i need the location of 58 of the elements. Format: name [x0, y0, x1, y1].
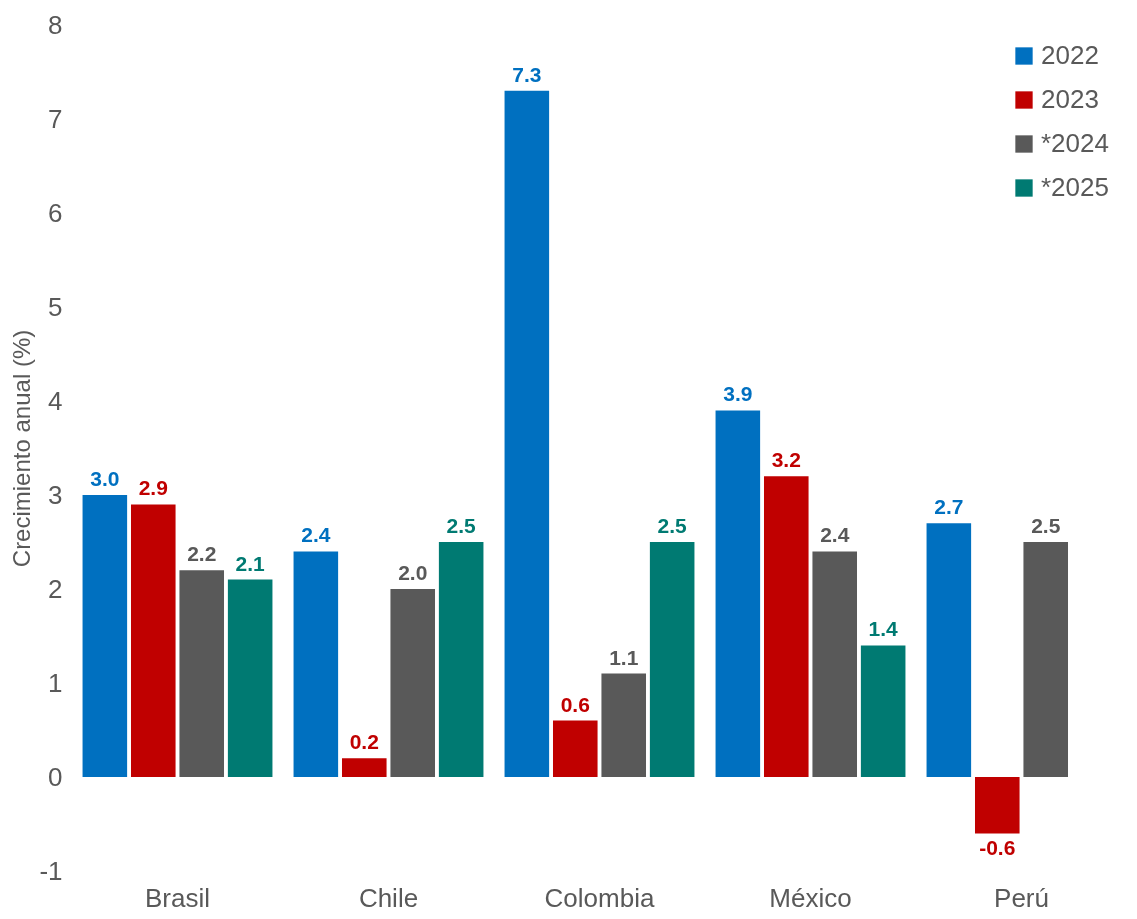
- x-tick-label: Perú: [994, 882, 1049, 913]
- x-tick-label: México: [769, 882, 852, 913]
- y-tick-label: 2: [48, 573, 63, 604]
- data-label: 2.0: [398, 561, 428, 584]
- bar: [227, 579, 273, 777]
- x-tick-label: Brasil: [144, 882, 211, 913]
- y-tick-label: 6: [48, 197, 63, 228]
- data-label: 2.5: [657, 514, 688, 537]
- bar: [715, 410, 761, 777]
- data-label: 2.2: [187, 542, 217, 566]
- bar: [649, 542, 695, 777]
- data-label: -0.6: [979, 836, 1016, 860]
- bar: [552, 720, 598, 777]
- legend-label: *2025: [1041, 172, 1109, 202]
- y-tick-label: 3: [48, 479, 63, 510]
- bar: [926, 523, 972, 777]
- data-label: 3.0: [90, 467, 120, 490]
- legend-label: 2023: [1041, 84, 1099, 114]
- bar: [390, 589, 436, 777]
- data-label: 2.7: [934, 495, 964, 519]
- bar: [601, 673, 647, 777]
- bar: [504, 90, 550, 777]
- bar: [860, 645, 906, 777]
- bar: [341, 758, 387, 777]
- y-tick-label: 7: [48, 103, 63, 134]
- data-label: 1.1: [609, 645, 639, 669]
- bar: [293, 551, 339, 777]
- y-tick-label: 5: [48, 291, 63, 322]
- data-label: 0.6: [560, 692, 590, 716]
- data-label: 2.1: [235, 551, 266, 575]
- y-tick-label: -1: [39, 855, 63, 886]
- data-label: 3.9: [723, 382, 753, 406]
- y-tick-label: 1: [48, 667, 63, 698]
- data-label: 2.4: [820, 523, 850, 547]
- data-label: 2.4: [301, 523, 331, 547]
- bar: [82, 495, 128, 777]
- y-axis-title: Crecimiento anual (%): [8, 329, 36, 568]
- data-label: 3.2: [771, 448, 801, 472]
- data-label: 1.4: [868, 617, 899, 641]
- bar: [812, 551, 858, 777]
- y-tick-label: 0: [48, 761, 63, 792]
- bar: [130, 504, 176, 777]
- y-tick-label: 8: [48, 9, 63, 40]
- legend-label: 2022: [1041, 40, 1099, 70]
- bar: [763, 476, 809, 777]
- bar: [438, 542, 484, 777]
- bar: [1023, 542, 1069, 777]
- data-label: 2.5: [1031, 514, 1061, 537]
- x-tick-label: Colombia: [544, 882, 655, 913]
- y-tick-label: 4: [48, 385, 63, 416]
- data-label: 0.2: [349, 730, 379, 754]
- x-tick-label: Chile: [358, 882, 419, 913]
- legend-label: *2024: [1041, 128, 1109, 158]
- data-label: 7.3: [512, 62, 542, 86]
- data-label: 2.5: [446, 514, 477, 537]
- data-label: 2.9: [138, 476, 168, 500]
- bar: [974, 777, 1020, 834]
- bar: [179, 570, 225, 777]
